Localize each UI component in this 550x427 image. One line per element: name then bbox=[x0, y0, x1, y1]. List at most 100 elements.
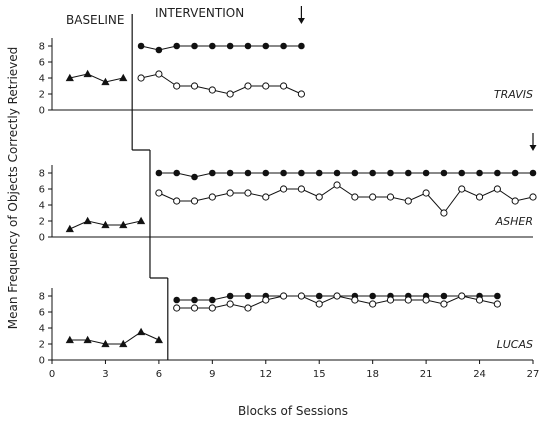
data-point-filled-circle bbox=[155, 46, 163, 54]
series-line bbox=[158, 172, 533, 178]
y-tick-label: 4 bbox=[39, 74, 45, 85]
data-point-open-circle bbox=[458, 292, 466, 300]
data-point-filled-circle bbox=[209, 296, 216, 304]
participant-label: LUCAS bbox=[497, 338, 533, 351]
data-point-open-circle bbox=[475, 193, 484, 201]
data-point-filled-circle bbox=[244, 169, 252, 177]
data-point-filled-circle bbox=[191, 173, 198, 181]
series-line bbox=[158, 184, 534, 214]
arrow-marker bbox=[529, 133, 537, 151]
x-tick-label: 0 bbox=[49, 369, 55, 380]
data-point-triangle bbox=[83, 335, 92, 344]
x-tick-label: 15 bbox=[313, 369, 326, 380]
data-point-filled-circle bbox=[315, 169, 323, 177]
y-tick-label: 8 bbox=[39, 169, 45, 180]
data-point-open-circle bbox=[511, 197, 519, 205]
x-tick-label: 6 bbox=[156, 369, 162, 380]
data-point-open-circle bbox=[208, 304, 216, 312]
data-point-open-circle bbox=[190, 82, 199, 90]
data-point-filled-circle bbox=[280, 169, 287, 177]
data-point-filled-circle bbox=[387, 169, 394, 177]
series-filled-triangle bbox=[65, 69, 128, 86]
arrow-marker bbox=[297, 6, 305, 24]
y-axis-label: Mean Frequency of Objects Correctly Retr… bbox=[6, 47, 20, 330]
series-open-circle bbox=[137, 70, 306, 98]
phase-change-line bbox=[131, 14, 169, 360]
y-tick-label: 8 bbox=[39, 42, 45, 53]
y-tick-label: 0 bbox=[39, 106, 45, 117]
data-point-triangle bbox=[136, 327, 146, 336]
series-line bbox=[140, 73, 302, 95]
data-point-open-circle bbox=[351, 193, 359, 201]
data-point-triangle bbox=[154, 335, 163, 344]
data-point-filled-circle bbox=[173, 169, 181, 177]
data-point-open-circle bbox=[190, 304, 199, 312]
data-point-triangle bbox=[101, 77, 110, 86]
data-point-filled-circle bbox=[191, 296, 198, 304]
data-point-open-circle bbox=[190, 197, 199, 205]
data-point-filled-circle bbox=[351, 169, 359, 177]
data-point-triangle bbox=[83, 69, 92, 78]
data-point-open-circle bbox=[404, 296, 412, 304]
data-point-open-circle bbox=[208, 193, 216, 201]
data-point-open-circle bbox=[404, 197, 412, 205]
intervention-phase-label: INTERVENTION bbox=[155, 6, 244, 20]
data-point-filled-circle bbox=[494, 292, 501, 300]
series-line bbox=[140, 45, 302, 51]
x-axis-label: Blocks of Sessions bbox=[238, 404, 348, 418]
series-line bbox=[69, 331, 160, 345]
data-point-filled-circle bbox=[440, 292, 448, 300]
data-point-filled-circle bbox=[280, 42, 287, 50]
data-point-filled-circle bbox=[298, 169, 305, 177]
y-tick-label: 4 bbox=[39, 324, 45, 335]
data-point-open-circle bbox=[475, 296, 484, 304]
data-point-triangle bbox=[119, 220, 128, 229]
data-point-open-circle bbox=[279, 292, 288, 300]
data-point-filled-circle bbox=[244, 42, 252, 50]
y-tick-label: 6 bbox=[39, 308, 45, 319]
data-point-filled-circle bbox=[315, 292, 323, 300]
data-point-open-circle bbox=[244, 189, 252, 197]
participant-label: TRAVIS bbox=[494, 88, 533, 101]
series-filled-triangle bbox=[65, 216, 146, 233]
x-tick-label: 21 bbox=[420, 369, 433, 380]
data-point-filled-circle bbox=[262, 169, 270, 177]
data-point-open-circle bbox=[262, 193, 270, 201]
data-point-filled-circle bbox=[404, 169, 412, 177]
data-point-open-circle bbox=[440, 209, 448, 217]
data-point-open-circle bbox=[226, 300, 234, 308]
data-point-open-circle bbox=[458, 185, 466, 193]
data-point-filled-circle bbox=[458, 169, 466, 177]
x-tick-label: 24 bbox=[473, 369, 486, 380]
series-filled-triangle bbox=[65, 327, 163, 348]
data-point-open-circle bbox=[262, 296, 270, 304]
data-point-filled-circle bbox=[209, 169, 216, 177]
data-point-triangle bbox=[83, 216, 92, 225]
data-point-filled-circle bbox=[226, 292, 234, 300]
participant-label: ASHER bbox=[495, 215, 533, 228]
data-point-filled-circle bbox=[369, 169, 376, 177]
data-point-filled-circle bbox=[494, 169, 501, 177]
data-point-open-circle bbox=[137, 74, 145, 82]
data-point-filled-circle bbox=[369, 292, 376, 300]
data-point-open-circle bbox=[297, 90, 306, 98]
data-point-triangle bbox=[65, 335, 74, 344]
data-point-filled-circle bbox=[333, 169, 341, 177]
x-tick-label: 12 bbox=[259, 369, 272, 380]
data-point-filled-circle bbox=[262, 42, 270, 50]
y-tick-label: 6 bbox=[39, 185, 45, 196]
data-point-triangle bbox=[119, 73, 128, 82]
data-point-open-circle bbox=[173, 197, 181, 205]
data-point-open-circle bbox=[262, 82, 270, 90]
data-point-filled-circle bbox=[422, 169, 430, 177]
panel-asher: 0 2 4 6 8 ASHER bbox=[39, 133, 537, 244]
data-point-open-circle bbox=[422, 296, 430, 304]
data-point-open-circle bbox=[279, 185, 288, 193]
data-point-triangle bbox=[65, 224, 74, 233]
x-tick-label: 9 bbox=[209, 369, 215, 380]
data-point-filled-circle bbox=[173, 42, 181, 50]
data-point-open-circle bbox=[386, 193, 395, 201]
data-point-open-circle bbox=[369, 193, 377, 201]
data-point-filled-circle bbox=[173, 296, 181, 304]
